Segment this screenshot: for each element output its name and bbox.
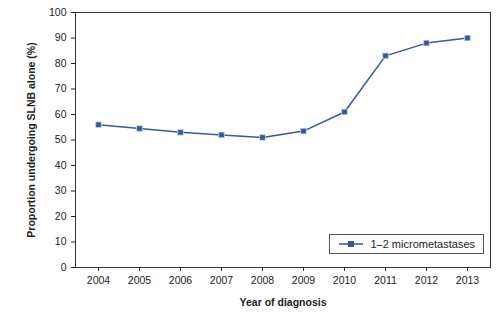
svg-text:2013: 2013 bbox=[456, 274, 480, 286]
svg-text:2008: 2008 bbox=[251, 274, 275, 286]
svg-text:2005: 2005 bbox=[128, 274, 152, 286]
svg-text:2006: 2006 bbox=[169, 274, 193, 286]
svg-text:40: 40 bbox=[55, 159, 67, 171]
svg-text:0: 0 bbox=[61, 261, 67, 273]
svg-text:60: 60 bbox=[55, 108, 67, 120]
svg-text:2009: 2009 bbox=[292, 274, 316, 286]
svg-text:2011: 2011 bbox=[374, 274, 397, 286]
svg-text:90: 90 bbox=[55, 31, 67, 43]
svg-text:80: 80 bbox=[55, 57, 67, 69]
svg-text:10: 10 bbox=[55, 235, 67, 247]
svg-text:2012: 2012 bbox=[415, 274, 439, 286]
html-text:1–2 micrometastases: 1–2 micrometastases bbox=[370, 238, 475, 250]
svg-text:50: 50 bbox=[55, 133, 67, 145]
svg-text:Year of diagnosis: Year of diagnosis bbox=[240, 296, 327, 308]
svg-text:70: 70 bbox=[55, 82, 67, 94]
svg-text:100: 100 bbox=[49, 6, 67, 18]
svg-text:20: 20 bbox=[55, 210, 67, 222]
svg-text:30: 30 bbox=[55, 184, 67, 196]
svg-text:2010: 2010 bbox=[333, 274, 357, 286]
svg-text:Proportion undergoing SLNB alo: Proportion undergoing SLNB alone (%) bbox=[25, 42, 37, 237]
svg-text:2004: 2004 bbox=[87, 274, 111, 286]
svg-text:2007: 2007 bbox=[210, 274, 234, 286]
